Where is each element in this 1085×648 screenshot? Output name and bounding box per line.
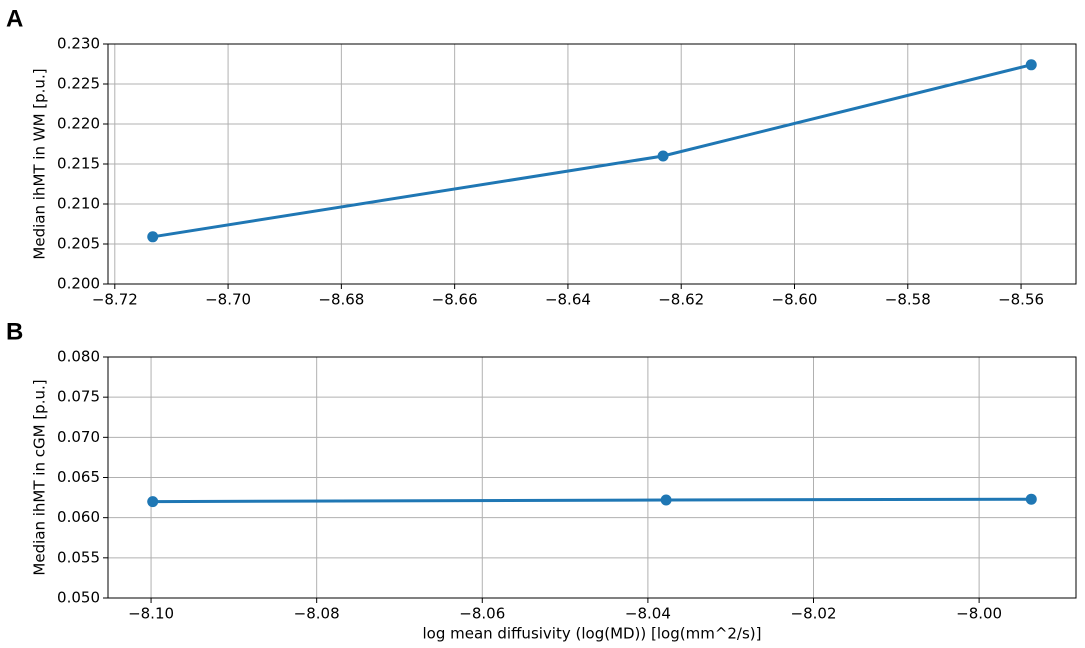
x-tick-label: −8.72 xyxy=(92,291,138,309)
panel-label: B xyxy=(6,318,23,345)
y-tick-label: 0.230 xyxy=(57,35,100,53)
point xyxy=(657,150,669,162)
y-tick-label: 0.075 xyxy=(57,388,100,406)
y-axis-label: Median ihMT in cGM [p.u.] xyxy=(31,379,49,575)
x-tick-label: −8.08 xyxy=(294,605,340,623)
x-tick-label: −8.56 xyxy=(998,291,1044,309)
y-tick-label: 0.070 xyxy=(57,428,100,446)
x-axis-label: log mean diffusivity (log(MD)) [log(mm^2… xyxy=(422,625,761,643)
point xyxy=(660,494,672,506)
x-tick-label: −8.66 xyxy=(432,291,478,309)
x-tick-label: −8.70 xyxy=(205,291,251,309)
y-tick-label: 0.065 xyxy=(57,468,100,486)
x-tick-label: −8.00 xyxy=(956,605,1002,623)
plot-frame xyxy=(107,43,1077,285)
line xyxy=(152,497,1032,504)
line xyxy=(152,63,1032,239)
y-axis-label: Median ihMT in WM [p.u.] xyxy=(31,68,49,259)
y-tick-label: 0.225 xyxy=(57,75,100,93)
plot-frame xyxy=(107,356,1077,599)
x-tick-label: −8.02 xyxy=(791,605,837,623)
x-tick-label: −8.68 xyxy=(318,291,364,309)
y-tick-label: 0.215 xyxy=(57,155,100,173)
x-tick-label: −8.60 xyxy=(772,291,818,309)
y-tick-label: 0.200 xyxy=(57,275,100,293)
y-tick-label: 0.220 xyxy=(57,115,100,133)
x-tick-label: −8.10 xyxy=(128,605,174,623)
point xyxy=(1025,493,1037,505)
point xyxy=(147,231,159,243)
x-tick-label: −8.04 xyxy=(625,605,671,623)
point xyxy=(147,496,159,508)
y-tick-label: 0.080 xyxy=(57,348,100,366)
y-tick-label: 0.050 xyxy=(57,589,100,607)
y-tick-label: 0.055 xyxy=(57,548,100,566)
point xyxy=(1025,59,1037,71)
y-tick-label: 0.205 xyxy=(57,235,100,253)
x-tick-label: −8.64 xyxy=(545,291,591,309)
y-tick-label: 0.210 xyxy=(57,195,100,213)
panel-label: A xyxy=(6,5,23,32)
x-tick-label: −8.58 xyxy=(885,291,931,309)
x-tick-label: −8.62 xyxy=(658,291,704,309)
y-tick-label: 0.060 xyxy=(57,508,100,526)
x-tick-label: −8.06 xyxy=(459,605,505,623)
